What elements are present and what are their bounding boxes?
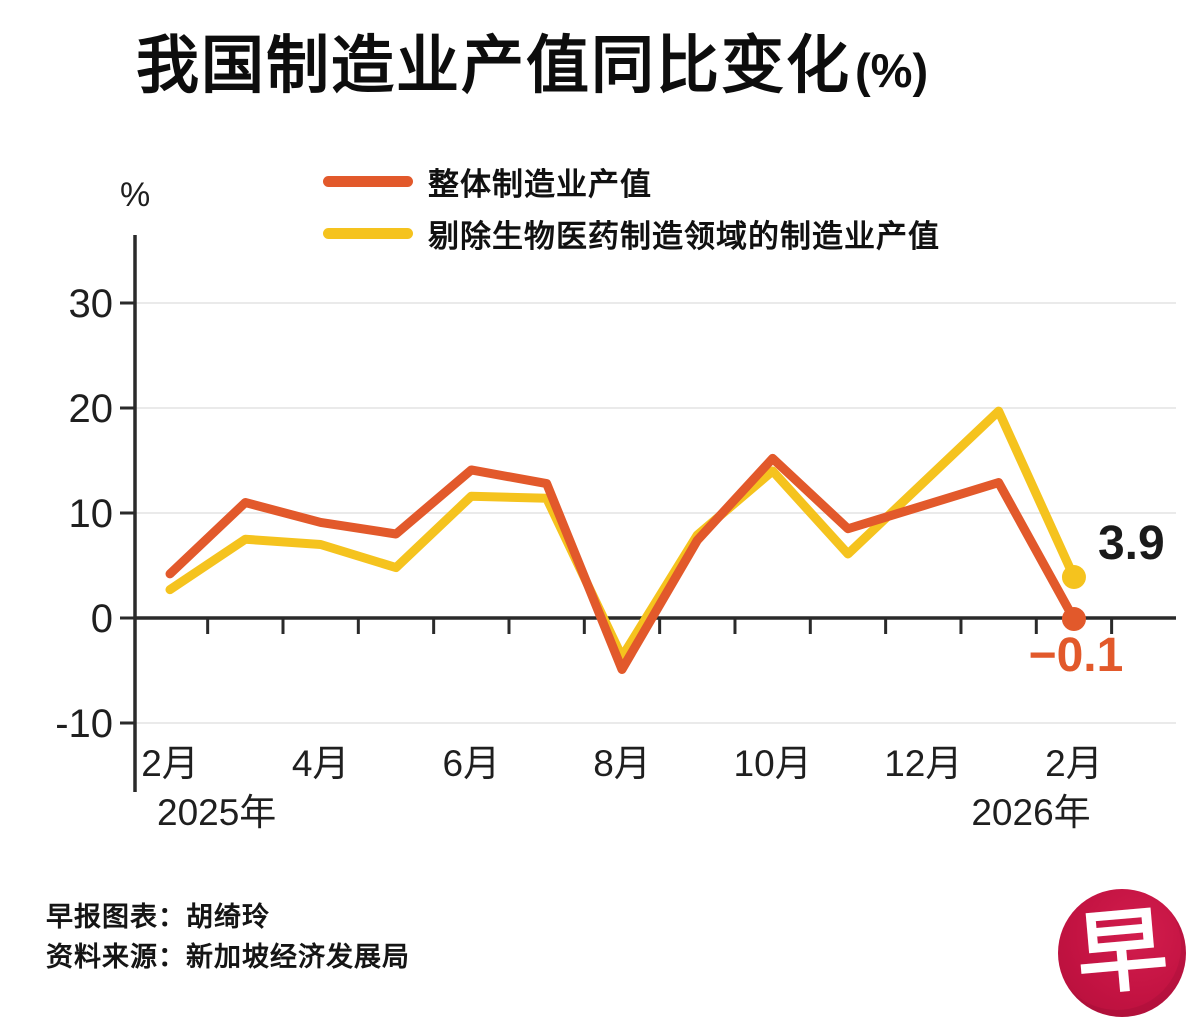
end-dot-ex-biomedical <box>1061 565 1086 590</box>
end-dot-overall <box>1061 607 1086 632</box>
legend-label: 剔除生物医药制造领域的制造业产值 <box>428 218 940 254</box>
legend-swatch-ex-biomedical <box>323 227 413 239</box>
series-line-ex-biomedical <box>165 406 1079 662</box>
y-tick-label: 0 <box>91 597 113 641</box>
x-tick-label: 8月 <box>593 743 651 784</box>
year-label: 2026年 <box>971 792 1090 833</box>
x-tick-label: 10月 <box>734 743 812 784</box>
legend-label: 整体制造业产值 <box>428 166 652 202</box>
x-tick-label: 12月 <box>884 743 962 784</box>
end-value-label-overall: −0.1 <box>1029 629 1124 682</box>
legend-item-ex-biomedical: 剔除生物医药制造领域的制造业产值 <box>323 214 940 254</box>
x-tick-label: 2月 <box>141 743 199 784</box>
y-tick-label: 30 <box>69 282 114 326</box>
x-tick-label: 6月 <box>443 743 501 784</box>
page-title-unit: (%) <box>855 44 929 97</box>
end-value-label-ex-biomedical: 3.9 <box>1098 517 1165 570</box>
credit-line: 早报图表：胡绮玲 <box>46 902 270 932</box>
zaobao-logo: 早 <box>1058 889 1186 1017</box>
page-title: 我国制造业产值同比变化(%) <box>136 30 928 102</box>
zaobao-logo-glyph: 早 <box>1072 899 1172 1007</box>
x-tick-label: 2月 <box>1045 743 1103 784</box>
series-line-overall <box>165 453 1079 674</box>
y-axis-unit-label: % <box>120 176 150 214</box>
footer: 早报图表：胡绮玲 资料来源：新加坡经济发展局 <box>46 897 410 977</box>
legend: 整体制造业产值剔除生物医药制造领域的制造业产值 <box>323 162 940 254</box>
y-tick-label: -10 <box>55 702 113 746</box>
y-tick-label: 20 <box>69 387 114 431</box>
legend-swatch-overall <box>323 175 413 187</box>
y-tick-label: 10 <box>69 492 114 536</box>
legend-item-overall: 整体制造业产值 <box>323 162 940 202</box>
source-line: 资料来源：新加坡经济发展局 <box>46 942 410 972</box>
page-title-text: 我国制造业产值同比变化 <box>136 31 851 101</box>
year-label: 2025年 <box>157 792 276 833</box>
x-tick-label: 4月 <box>292 743 350 784</box>
